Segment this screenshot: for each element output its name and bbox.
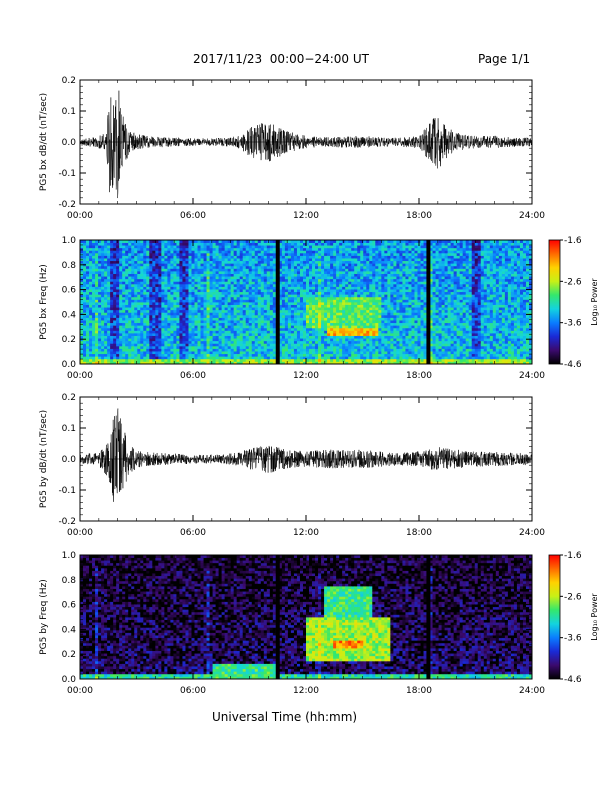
panel-spectrogram-3: -1.6 -2.6 -3.6 -4.6 Log₁₀ Power 00:00 06:00 12:… xyxy=(39,551,599,696)
y-tick-label: 0.8 xyxy=(62,576,77,586)
x-tick-label: 18:00 xyxy=(406,686,432,696)
x-tick-label: 12:00 xyxy=(293,371,319,381)
x-tick-label: 12:00 xyxy=(293,528,319,538)
x-tick-label: 06:00 xyxy=(180,686,206,696)
y-tick-label: -0.2 xyxy=(58,200,76,210)
x-tick-label: 18:00 xyxy=(406,528,432,538)
y-tick-label: 0.2 xyxy=(62,335,76,345)
y-tick-label: 0.2 xyxy=(62,393,76,403)
data-gap xyxy=(275,555,280,679)
colorbar-tick-label: -1.6 xyxy=(564,236,582,246)
spectrogram-cells xyxy=(80,555,533,680)
y-tick-label: 0.6 xyxy=(62,601,77,611)
colorbar-tick-label: -3.6 xyxy=(564,634,582,644)
x-tick-label: 00:00 xyxy=(67,211,93,221)
y-axis-label: PG5 by Freq (Hz) xyxy=(39,579,49,655)
y-tick-label: 0.2 xyxy=(62,76,76,86)
x-tick-label: 24:00 xyxy=(519,211,545,221)
y-axis-label: PG5 bx dB/dt (nT/sec) xyxy=(39,93,49,191)
x-tick-label: 06:00 xyxy=(180,528,206,538)
x-tick-label: 06:00 xyxy=(180,371,206,381)
colorbar-tick-label: -1.6 xyxy=(564,551,582,561)
y-tick-label: -0.1 xyxy=(58,169,76,179)
colorbar-tick-label: -3.6 xyxy=(564,319,582,329)
x-tick-label: 00:00 xyxy=(67,686,93,696)
x-tick-label: 18:00 xyxy=(406,371,432,381)
trace-line xyxy=(80,408,532,502)
y-tick-label: 0.1 xyxy=(62,107,76,117)
y-tick-label: 0.1 xyxy=(62,424,76,434)
y-tick-label: 0.2 xyxy=(62,650,76,660)
y-axis-label: PG5 by dB/dt (nT/sec) xyxy=(39,410,49,508)
panel-spectrogram-1: -1.6 -2.6 -3.6 -4.6 Log₁₀ Power 00:00 06:00 12:… xyxy=(39,236,599,381)
data-gap xyxy=(426,240,431,364)
page-title: 2017/11/23 00:00−24:00 UT xyxy=(193,52,369,66)
y-tick-label: 0.6 xyxy=(62,286,77,296)
x-tick-label: 06:00 xyxy=(180,211,206,221)
colorbar xyxy=(548,239,561,365)
y-tick-label: 0.0 xyxy=(62,675,77,685)
x-axis-label: Universal Time (hh:mm) xyxy=(212,710,358,724)
y-axis-label: PG5 bx Freq (Hz) xyxy=(39,264,49,340)
data-gap xyxy=(275,240,280,364)
y-tick-label: 0.4 xyxy=(62,310,77,320)
y-tick-label: -0.1 xyxy=(58,486,76,496)
panel-waveform-0: 00:00 06:00 12:00 18:00 24:00 -0.2 -0.1 0.0 0.1 0… xyxy=(39,76,545,221)
x-tick-label: 24:00 xyxy=(519,686,545,696)
colorbar xyxy=(548,554,561,680)
spectrogram-cells xyxy=(80,240,533,365)
y-tick-label: 1.0 xyxy=(62,551,77,561)
y-tick-label: 0.0 xyxy=(62,138,77,148)
y-tick-label: 0.0 xyxy=(62,455,77,465)
y-tick-label: 0.8 xyxy=(62,261,77,271)
x-tick-label: 24:00 xyxy=(519,371,545,381)
x-tick-label: 24:00 xyxy=(519,528,545,538)
data-gap xyxy=(426,555,431,679)
colorbar-tick-label: -2.6 xyxy=(564,277,582,287)
colorbar-label: Log₁₀ Power xyxy=(590,278,599,326)
x-tick-label: 00:00 xyxy=(67,528,93,538)
x-tick-label: 18:00 xyxy=(406,211,432,221)
colorbar-label: Log₁₀ Power xyxy=(590,593,599,641)
page-number: Page 1/1 xyxy=(478,52,531,66)
y-tick-label: 1.0 xyxy=(62,236,77,246)
colorbar-tick-label: -4.6 xyxy=(564,675,582,685)
colorbar-tick-label: -4.6 xyxy=(564,360,582,370)
trace-line xyxy=(80,90,532,199)
y-tick-label: 0.4 xyxy=(62,625,77,635)
y-tick-label: -0.2 xyxy=(58,517,76,527)
colorbar-tick-label: -2.6 xyxy=(564,592,582,602)
x-tick-label: 00:00 xyxy=(67,371,93,381)
panel-waveform-2: 00:00 06:00 12:00 18:00 24:00 -0.2 -0.1 0.0 0.1 0… xyxy=(39,393,545,538)
x-tick-label: 12:00 xyxy=(293,686,319,696)
x-tick-label: 12:00 xyxy=(293,211,319,221)
y-tick-label: 0.0 xyxy=(62,360,77,370)
